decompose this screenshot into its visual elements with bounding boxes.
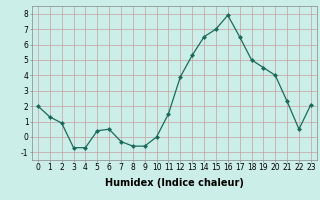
X-axis label: Humidex (Indice chaleur): Humidex (Indice chaleur): [105, 178, 244, 188]
